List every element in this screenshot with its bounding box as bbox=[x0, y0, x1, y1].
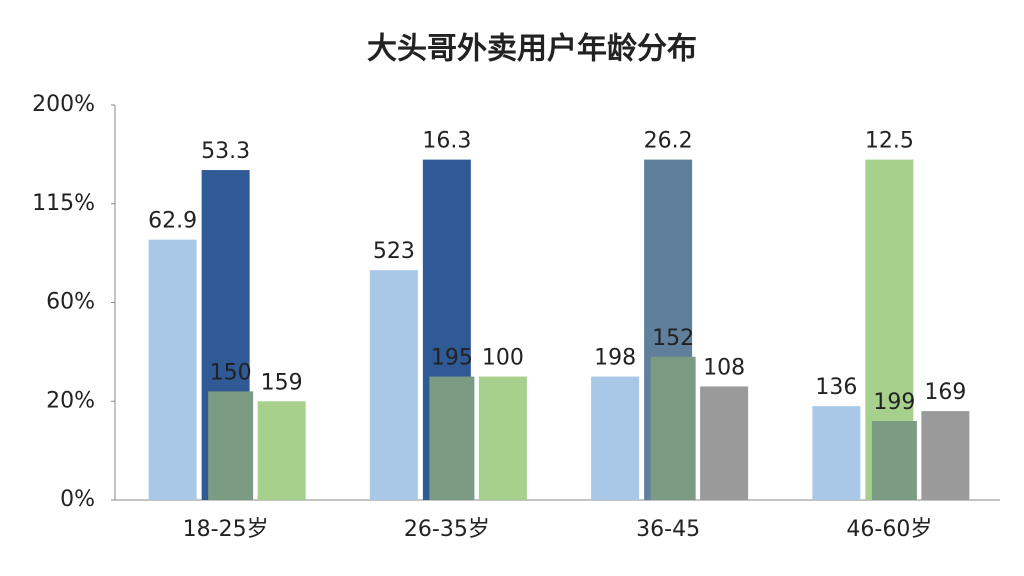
bar-annotation: 62.9 bbox=[148, 209, 197, 234]
bar-annotation: 198 bbox=[594, 346, 636, 371]
bar-annotation: 12.5 bbox=[865, 129, 914, 154]
bar bbox=[208, 391, 254, 500]
bar-annotation: 100 bbox=[482, 346, 524, 371]
bar-annotation: 523 bbox=[373, 239, 415, 264]
bar-annotation: 152 bbox=[652, 326, 694, 351]
bar bbox=[257, 401, 306, 500]
bar-annotation: 150 bbox=[210, 360, 252, 385]
bar-annotation: 199 bbox=[873, 390, 915, 415]
bar bbox=[369, 270, 418, 500]
y-tick-label: 20% bbox=[46, 388, 95, 413]
bar-annotation: 169 bbox=[924, 380, 966, 405]
bar-annotation: 195 bbox=[431, 346, 473, 371]
bar-annotation: 108 bbox=[703, 355, 745, 380]
bar bbox=[812, 406, 861, 500]
bar bbox=[700, 386, 749, 500]
x-tick-label: 26-35岁 bbox=[404, 517, 490, 542]
x-tick-label: 46-60岁 bbox=[846, 517, 932, 542]
x-tick-label: 18-25岁 bbox=[183, 517, 269, 542]
bar-annotation: 159 bbox=[261, 370, 303, 395]
bar bbox=[429, 376, 475, 500]
y-tick-label: 115% bbox=[32, 191, 95, 216]
bar-annotation: 26.2 bbox=[644, 129, 693, 154]
x-tick-label: 36-45 bbox=[636, 517, 700, 542]
bar bbox=[650, 356, 696, 500]
y-tick-label: 60% bbox=[46, 290, 95, 315]
bar bbox=[591, 376, 640, 500]
y-tick-label: 200% bbox=[32, 92, 95, 117]
bar-annotation: 136 bbox=[815, 375, 857, 400]
bar-annotation: 53.3 bbox=[201, 139, 250, 164]
y-tick-label: 0% bbox=[60, 487, 95, 512]
bar-annotation: 16.3 bbox=[422, 129, 471, 154]
chart-title: 大头哥外卖用户年龄分布 bbox=[367, 32, 697, 67]
bar bbox=[478, 376, 527, 500]
bar bbox=[871, 421, 917, 500]
bar bbox=[921, 411, 970, 500]
bar bbox=[148, 239, 197, 500]
